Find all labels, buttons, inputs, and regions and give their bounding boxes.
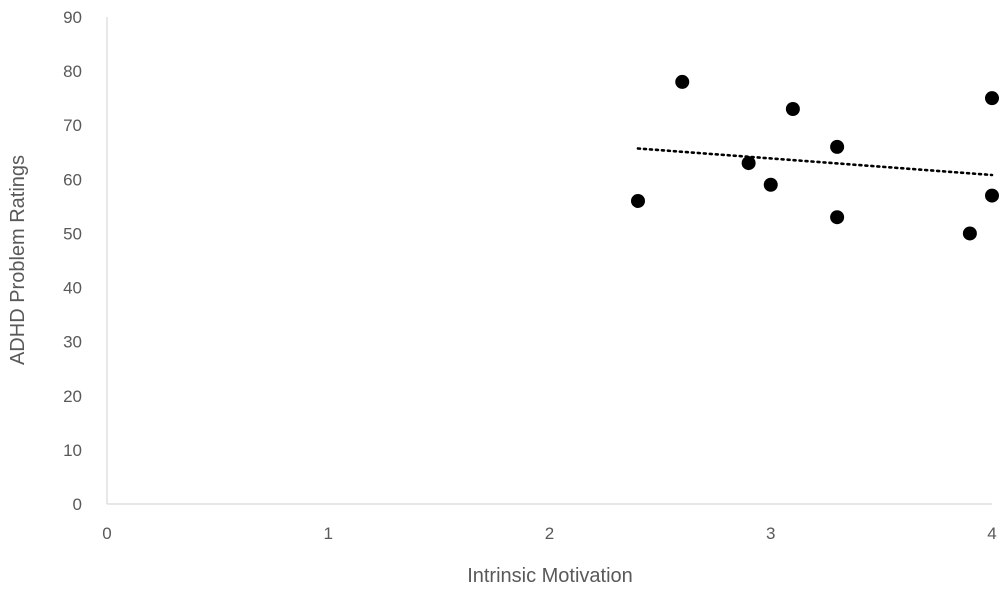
x-tick-label: 2 bbox=[545, 524, 554, 543]
y-tick-label: 40 bbox=[63, 279, 82, 298]
y-tick-label: 30 bbox=[63, 333, 82, 352]
x-tick-label: 0 bbox=[102, 524, 111, 543]
y-axis-title: ADHD Problem Ratings bbox=[7, 155, 29, 365]
y-tick-label: 20 bbox=[63, 387, 82, 406]
x-axis: 0 1 2 3 4 bbox=[102, 503, 997, 543]
scatter-point bbox=[741, 156, 756, 171]
y-tick-label: 0 bbox=[73, 495, 82, 514]
linear-trendline bbox=[636, 147, 994, 177]
scatter-point bbox=[763, 177, 778, 192]
y-axis: 0 10 20 30 40 50 60 70 80 90 bbox=[63, 8, 108, 514]
y-tick-label: 60 bbox=[63, 170, 82, 189]
trendline-layer bbox=[636, 147, 994, 177]
x-tick-label: 4 bbox=[987, 524, 996, 543]
data-points bbox=[631, 74, 999, 241]
scatter-point bbox=[675, 74, 690, 89]
scatter-point bbox=[830, 210, 845, 225]
x-tick-label: 3 bbox=[766, 524, 775, 543]
scatter-point bbox=[985, 188, 999, 203]
y-tick-label: 90 bbox=[63, 8, 82, 27]
scatter-point bbox=[985, 91, 999, 106]
y-tick-label: 10 bbox=[63, 441, 82, 460]
scatter-point bbox=[962, 226, 977, 241]
y-tick-label: 80 bbox=[63, 62, 82, 81]
scatter-point bbox=[631, 193, 645, 208]
scatter-point bbox=[830, 139, 845, 154]
x-tick-label: 1 bbox=[324, 524, 333, 543]
y-tick-label: 50 bbox=[63, 224, 82, 243]
y-tick-label: 70 bbox=[63, 116, 82, 135]
x-axis-title: Intrinsic Motivation bbox=[467, 565, 633, 587]
scatter-point bbox=[785, 101, 800, 116]
